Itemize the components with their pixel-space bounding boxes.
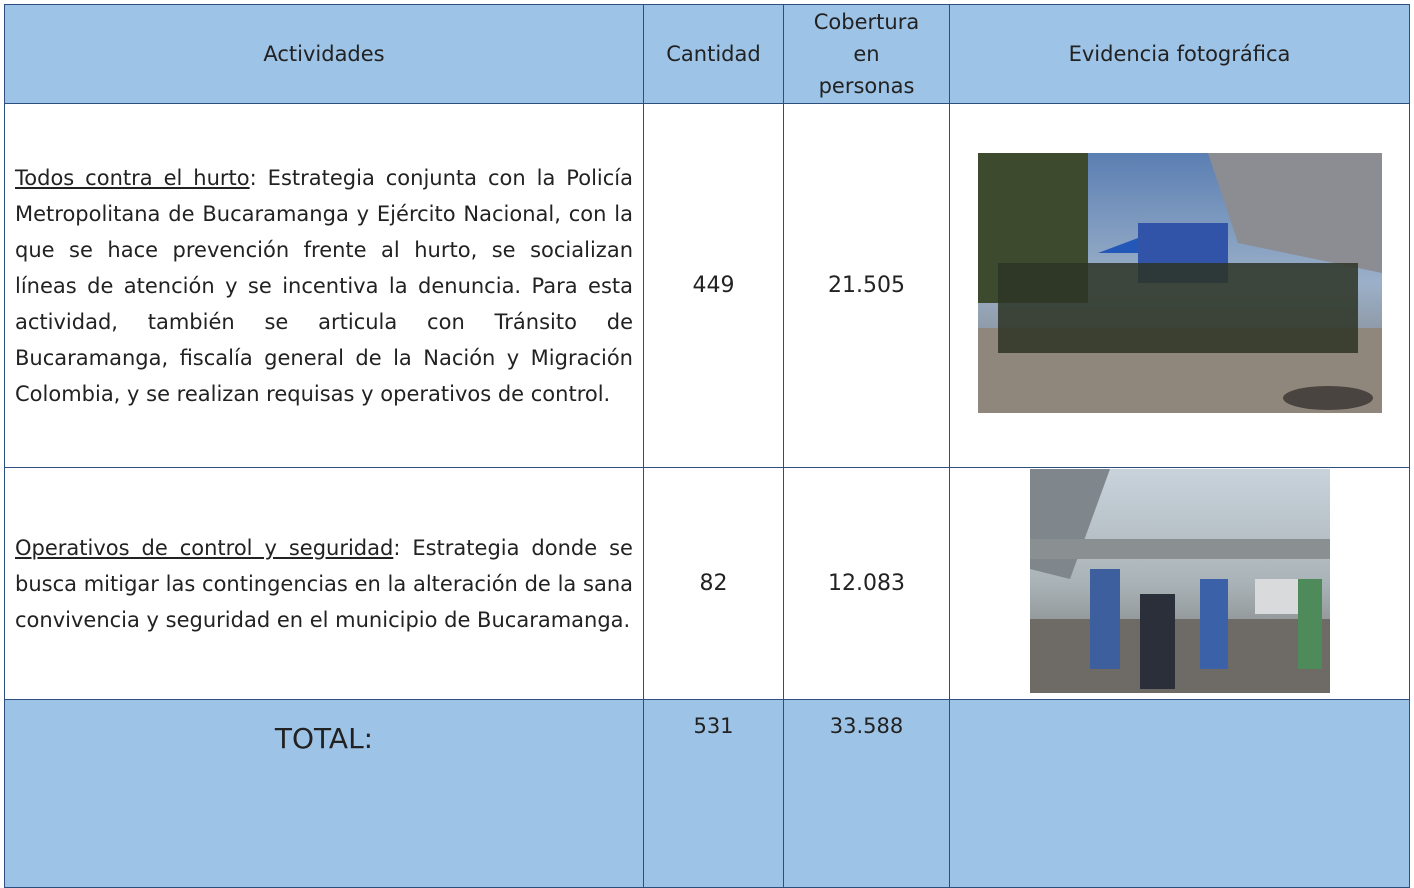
activity-title: Operativos de control y seguridad xyxy=(15,535,394,560)
empty-cell xyxy=(949,699,1410,888)
header-row: Actividades Cantidad Cobertura en person… xyxy=(4,4,1410,104)
photo-cell xyxy=(949,467,1410,700)
header-cell: Cobertura en personas xyxy=(783,4,950,104)
photo xyxy=(1029,469,1330,693)
cobertura: 21.505 xyxy=(783,103,950,468)
total-cantidad: 531 xyxy=(643,699,784,888)
activity-text: : Estrategia donde se busca mitigar las … xyxy=(15,535,633,632)
row: Operativos de control y seguridad: Estra… xyxy=(4,467,1410,700)
activity-title: Todos contra el hurto xyxy=(15,165,250,190)
photo-cell xyxy=(949,103,1410,468)
total-cobertura: 33.588 xyxy=(783,699,950,888)
header-cell: Actividades xyxy=(4,4,644,104)
activity-cell: Operativos de control y seguridad: Estra… xyxy=(4,467,644,700)
activity-cell: Todos contra el hurto: Estrategia conjun… xyxy=(4,103,644,468)
cantidad: 449 xyxy=(643,103,784,468)
cobertura: 12.083 xyxy=(783,467,950,700)
total-row: TOTAL: 531 33.588 xyxy=(4,699,1410,888)
total-label: TOTAL: xyxy=(4,699,644,888)
cantidad: 82 xyxy=(643,467,784,700)
row: Todos contra el hurto: Estrategia conjun… xyxy=(4,103,1410,468)
header-cell: Cantidad xyxy=(643,4,784,104)
header-cell: Evidencia fotográfica xyxy=(949,4,1410,104)
activities-table: Actividades Cantidad Cobertura en person… xyxy=(4,4,1410,888)
page: Actividades Cantidad Cobertura en person… xyxy=(4,4,1410,888)
activity-text: : Estrategia conjunta con la Policía Met… xyxy=(15,165,633,406)
photo xyxy=(977,153,1382,413)
